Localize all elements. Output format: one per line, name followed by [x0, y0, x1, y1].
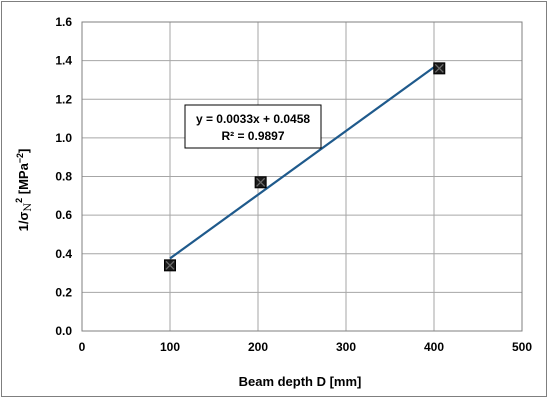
x-tick-label: 0 — [79, 340, 86, 354]
trendline-equation-box: y = 0.0033x + 0.0458 R² = 0.9897 — [184, 104, 322, 149]
y-tick-label: 0.2 — [55, 285, 72, 299]
y-tick-label: 0.0 — [55, 324, 72, 338]
plot-area-border — [81, 21, 523, 332]
trendline-r-squared: R² = 0.9897 — [221, 129, 284, 143]
y-tick-label: 0.8 — [55, 170, 72, 184]
data-point — [254, 176, 267, 189]
y-axis-tick-labels: 0.0 0.2 0.4 0.6 0.8 1.0 1.2 1.4 1.6 — [55, 15, 72, 338]
x-axis-title: Beam depth D [mm] — [239, 374, 362, 389]
y-tick-label: 1.6 — [55, 15, 72, 29]
y-tick-label: 1.4 — [55, 54, 72, 68]
data-points — [164, 62, 446, 272]
data-point — [164, 259, 176, 272]
x-tick-label: 400 — [424, 340, 444, 354]
gridlines — [81, 21, 523, 332]
y-tick-label: 0.4 — [55, 247, 72, 261]
y-tick-label: 0.6 — [55, 208, 72, 222]
y-tick-label: 1.2 — [55, 92, 72, 106]
data-point — [433, 62, 446, 75]
x-tick-label: 200 — [248, 340, 268, 354]
x-tick-label: 500 — [512, 340, 532, 354]
y-axis-title: 1/σN2 [MPa−2] — [14, 149, 34, 232]
trendline-equation: y = 0.0033x + 0.0458 — [196, 112, 310, 126]
y-tick-label: 1.0 — [55, 131, 72, 145]
x-tick-label: 300 — [336, 340, 356, 354]
x-tick-label: 100 — [160, 340, 180, 354]
x-axis-tick-labels: 0 100 200 300 400 500 — [79, 340, 533, 354]
trendline — [169, 62, 440, 260]
